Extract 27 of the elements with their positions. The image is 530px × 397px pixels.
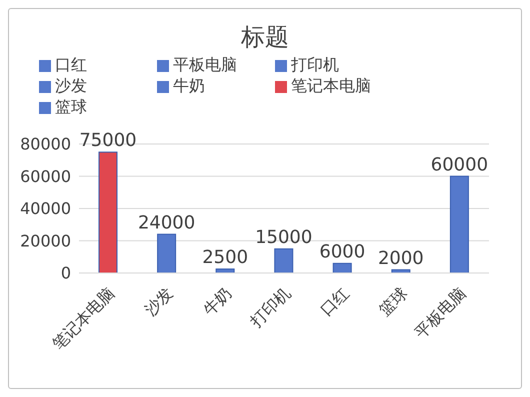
y-tick-label: 20000 [20, 231, 71, 250]
y-tick-label: 0 [60, 264, 71, 283]
legend-label: 笔记本电脑 [291, 76, 372, 97]
x-tick-label: 打印机 [246, 283, 294, 332]
data-label: 6000 [319, 241, 366, 262]
data-label: 2500 [202, 246, 248, 268]
data-label: 24000 [138, 212, 196, 234]
legend-label: 沙发 [55, 76, 88, 97]
chart-title: 标题 [240, 22, 290, 53]
y-tick-label: 80000 [20, 134, 71, 154]
x-tick-label: 笔记本电脑 [48, 283, 118, 354]
y-tick-label: 40000 [20, 199, 71, 218]
data-label: 60000 [430, 154, 488, 176]
y-tick-label: 60000 [20, 166, 71, 186]
legend-label: 打印机 [291, 55, 340, 76]
x-tick-label: 口红 [316, 283, 352, 320]
data-label: 15000 [255, 226, 312, 248]
data-label: 75000 [79, 130, 137, 152]
x-tick-label: 篮球 [374, 283, 412, 320]
legend-label: 口红 [55, 55, 88, 76]
x-tick-label: 平板电脑 [410, 283, 470, 342]
legend-label: 牛奶 [173, 76, 206, 97]
x-tick-label: 沙发 [140, 283, 177, 320]
legend-label: 篮球 [55, 97, 88, 118]
x-tick-label: 牛奶 [199, 283, 236, 320]
legend-label: 平板电脑 [173, 55, 238, 76]
data-label: 2000 [378, 248, 424, 269]
